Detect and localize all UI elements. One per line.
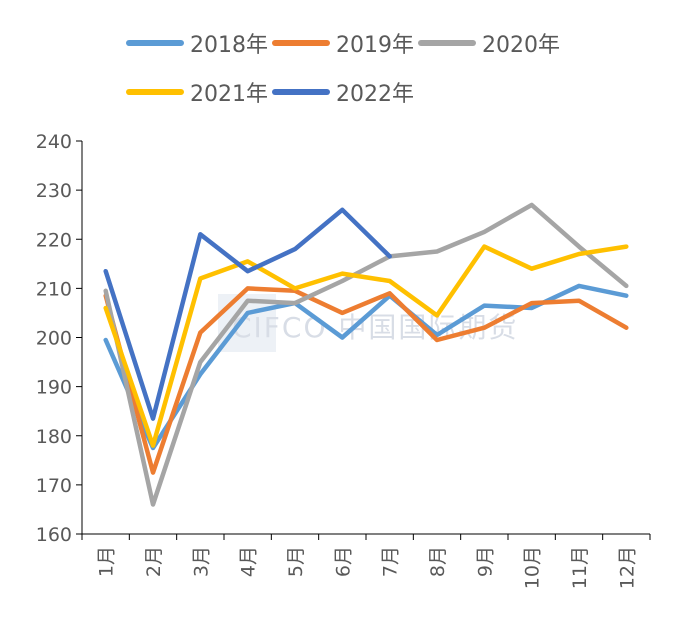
legend-swatch-2018 (126, 40, 184, 46)
legend-item-2022: 2022年 (272, 76, 414, 108)
legend-swatch-2021 (126, 89, 184, 95)
x-tick-label: 3月 (190, 546, 212, 577)
legend-swatch-2019 (272, 40, 330, 46)
legend-label-2021: 2021年 (190, 82, 268, 107)
x-tick-label: 11月 (569, 546, 591, 589)
x-tick-label: 10月 (522, 546, 544, 589)
series-line-3 (103, 202, 629, 507)
legend-label-2020: 2020年 (482, 33, 560, 58)
y-tick-label: 240 (36, 131, 72, 153)
y-tick-label: 200 (36, 328, 72, 350)
x-tick-label: 1月 (96, 546, 118, 577)
x-tick-label: 7月 (380, 546, 402, 577)
y-tick-label: 210 (36, 278, 72, 300)
legend-swatch-2020 (418, 40, 476, 46)
y-tick-label: 230 (36, 180, 72, 202)
y-tick-label: 180 (36, 426, 72, 448)
y-tick-label: 160 (36, 524, 72, 546)
legend-item-2019: 2019年 (272, 27, 414, 59)
chart-legend: 2018年 2019年 2020年 2021年 2022年 (0, 0, 680, 120)
x-tick-label: 8月 (427, 546, 449, 577)
x-tick-label: 12月 (616, 546, 638, 589)
legend-item-2020: 2020年 (418, 27, 560, 59)
legend-item-2018: 2018年 (126, 27, 268, 59)
series-line-5 (103, 207, 392, 421)
x-tick-label: 9月 (474, 546, 496, 577)
series-line-2 (103, 286, 629, 475)
x-tick-label: 6月 (332, 546, 354, 577)
series-line-4 (103, 244, 629, 448)
legend-swatch-2022 (272, 89, 330, 95)
legend-label-2019: 2019年 (336, 33, 414, 58)
y-tick-label: 220 (36, 229, 72, 251)
x-tick-label: 2月 (143, 546, 165, 577)
legend-label-2018: 2018年 (190, 33, 268, 58)
series-line-1 (103, 283, 629, 451)
x-tick-label: 5月 (285, 546, 307, 577)
x-tick-label: 4月 (238, 546, 260, 577)
y-tick-label: 170 (36, 475, 72, 497)
y-tick-label: 190 (36, 377, 72, 399)
legend-label-2022: 2022年 (336, 82, 414, 107)
legend-item-2021: 2021年 (126, 76, 268, 108)
